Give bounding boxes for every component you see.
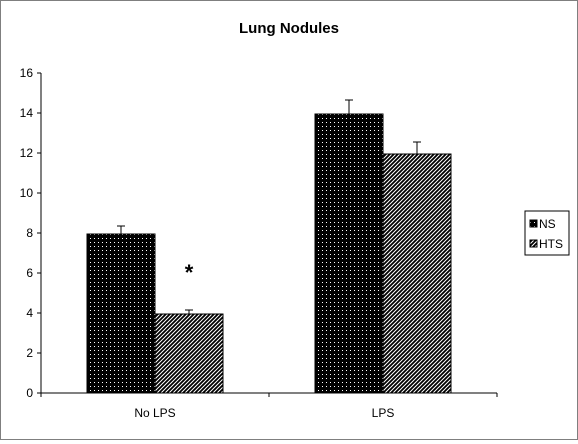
bar-ns-no-lps [86,233,156,394]
x-tick-label: No LPS [134,406,175,420]
bar-hts-lps [382,153,452,394]
y-tick-label: 2 [26,346,33,360]
legend-swatch-hts [529,239,538,248]
legend-box [524,210,570,256]
y-tick-label: 4 [26,306,33,320]
bar-ns-lps [314,113,384,394]
x-tick-label: LPS [372,406,395,420]
y-tick-label: 6 [26,266,33,280]
y-tick-label: 14 [20,106,34,120]
chart-title: Lung Nodules [239,20,339,37]
y-tick-label: 8 [26,226,33,240]
bar-hts-no-lps [154,313,224,394]
y-tick-label: 12 [20,146,34,160]
legend-label-ns: NS [539,217,556,231]
y-tick-label: 10 [20,186,34,200]
y-tick-label: 0 [26,386,33,400]
y-tick-label: 16 [20,66,34,80]
significance-marker: * [185,260,194,285]
legend-swatch-ns [529,219,538,228]
legend-label-hts: HTS [539,237,563,251]
legend: NS HTS [524,210,570,256]
